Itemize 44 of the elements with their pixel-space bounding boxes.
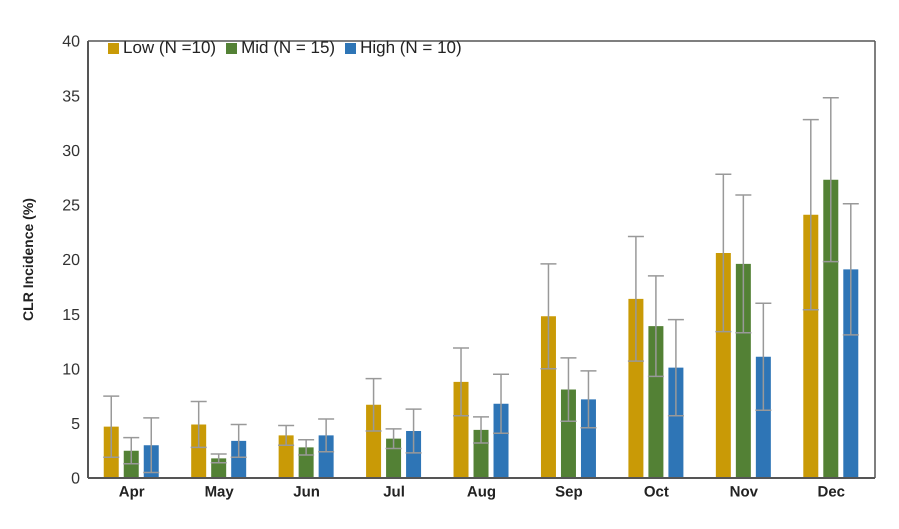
bar [278,435,294,478]
y-tick-label: 40 [62,34,80,51]
y-tick-label: 25 [62,198,80,215]
x-tick-label: Aug [466,484,496,501]
bar [540,316,556,478]
bar [406,431,422,478]
x-tick-label: Sep [555,484,583,501]
legend-label: Low (N =10) [123,38,216,57]
bar [191,424,206,478]
bar [386,438,402,478]
x-tick-label: Jun [293,484,320,501]
bar [474,430,489,478]
y-tick-label: 0 [71,470,80,488]
y-tick-label: 20 [62,252,80,270]
y-tick-label: 15 [62,306,80,324]
bar [823,180,838,478]
bar [628,298,644,478]
y-tick-label: 5 [71,416,80,434]
x-tick-label: Apr [118,484,145,501]
bar [104,426,119,478]
y-tick-label: 10 [62,361,80,378]
bar [366,404,382,478]
bar [494,404,509,478]
bar [560,390,576,478]
bar [756,356,771,478]
x-tick-label: May [204,484,234,501]
y-axis-title: CLR Incidence (%) [20,198,36,321]
y-tick-label: 30 [62,142,80,160]
y-tick-label: 35 [62,88,80,106]
x-tick-label: Oct [644,484,669,501]
bar [580,399,596,478]
bar [454,382,469,478]
bar [668,368,684,478]
bar [648,326,664,478]
x-tick-label: Jul [383,484,405,501]
bar [736,264,751,478]
x-tick-label: Dec [818,484,846,501]
bar [843,269,858,478]
legend-label: High (N = 10) [360,38,462,57]
legend-label: Mid (N = 15) [241,38,336,57]
x-tick-label: Nov [730,484,759,501]
bar [716,252,731,478]
bar [803,214,818,478]
bar [318,435,334,478]
